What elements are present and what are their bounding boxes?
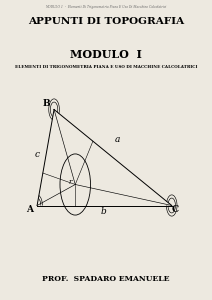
Text: PROF.  SPADARO EMANUELE: PROF. SPADARO EMANUELE: [42, 275, 170, 283]
Text: MODULO  I: MODULO I: [70, 49, 142, 59]
Text: MODULO 1  -  Elementi Di Trigonometria Piana E Uso Di Macchine Calcolatrici: MODULO 1 - Elementi Di Trigonometria Pia…: [45, 5, 167, 9]
Text: r: r: [69, 178, 72, 185]
Text: c: c: [35, 150, 40, 159]
Text: B: B: [42, 99, 50, 108]
Text: C: C: [171, 206, 179, 214]
Text: b: b: [101, 207, 107, 216]
Text: ELEMENTI DI TRIGONOMETRIA PIANA E USO DI MACCHINE CALCOLATRICI: ELEMENTI DI TRIGONOMETRIA PIANA E USO DI…: [15, 64, 197, 69]
Text: a: a: [115, 135, 120, 144]
Text: APPUNTI DI TOPOGRAFIA: APPUNTI DI TOPOGRAFIA: [28, 16, 184, 26]
Text: A: A: [26, 206, 33, 214]
